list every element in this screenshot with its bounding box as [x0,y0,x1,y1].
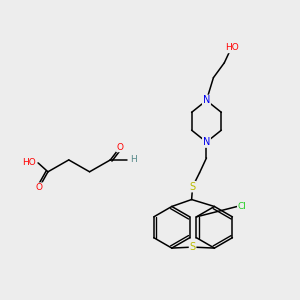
Text: HO: HO [22,158,36,167]
Text: N: N [203,137,210,147]
Text: S: S [190,242,196,252]
Text: N: N [203,95,210,106]
Text: Cl: Cl [238,202,247,211]
Text: H: H [130,155,136,164]
Text: S: S [190,182,196,192]
Text: O: O [35,183,43,192]
Text: O: O [117,142,124,152]
Text: HO: HO [225,44,239,52]
